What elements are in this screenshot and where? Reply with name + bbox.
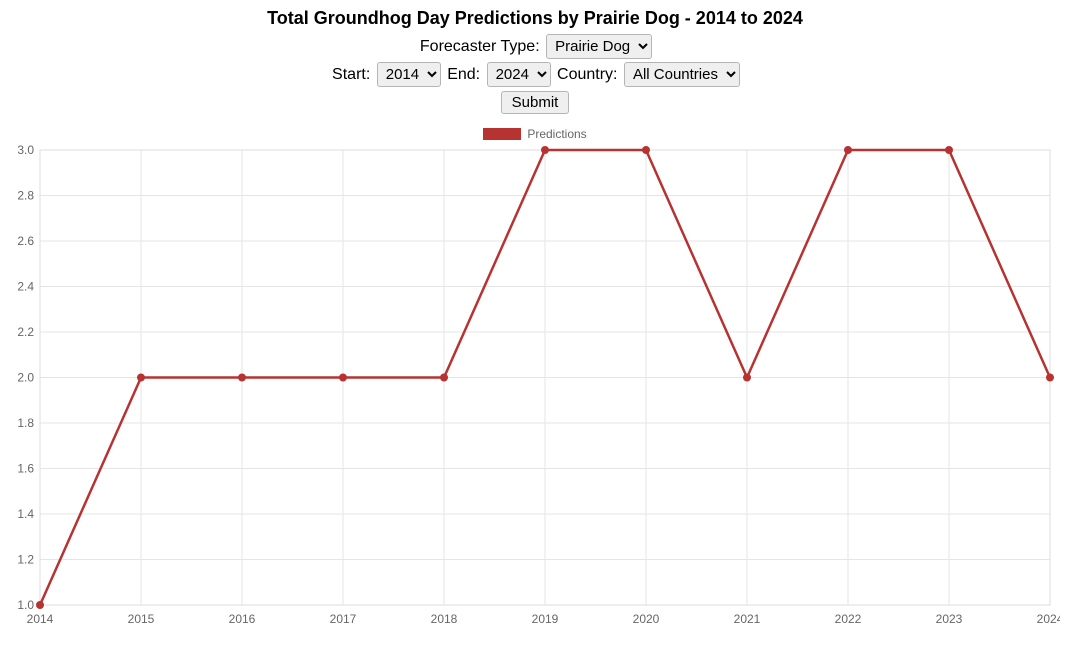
- svg-text:2023: 2023: [936, 612, 963, 626]
- chart-area: Predictions 1.0 1.2 1.4 1.6 1.8 2.0 2.2 2.4 2.6 2…: [12, 127, 1058, 635]
- chart-legend: Predictions: [12, 127, 1058, 141]
- svg-text:2016: 2016: [229, 612, 256, 626]
- svg-text:1.4: 1.4: [17, 507, 34, 521]
- country-select[interactable]: All Countries: [624, 62, 740, 87]
- end-label: End:: [447, 66, 480, 83]
- country-label: Country:: [557, 66, 617, 83]
- page-title: Total Groundhog Day Predictions by Prair…: [12, 8, 1058, 29]
- svg-text:1.8: 1.8: [17, 416, 34, 430]
- svg-text:1.0: 1.0: [17, 598, 34, 612]
- end-year-select[interactable]: 2024: [487, 62, 551, 87]
- start-label: Start:: [332, 66, 370, 83]
- svg-text:3.0: 3.0: [17, 145, 34, 157]
- svg-text:2.6: 2.6: [17, 234, 34, 248]
- svg-text:2.4: 2.4: [17, 280, 34, 294]
- svg-text:2.0: 2.0: [17, 371, 34, 385]
- legend-series-label: Predictions: [527, 127, 586, 141]
- line-chart: 1.0 1.2 1.4 1.6 1.8 2.0 2.2 2.4 2.6 2.8 3.0 2014 201…: [12, 145, 1060, 630]
- svg-text:2024: 2024: [1037, 612, 1060, 626]
- start-year-select[interactable]: 2014: [377, 62, 441, 87]
- svg-text:2017: 2017: [330, 612, 357, 626]
- svg-text:2018: 2018: [431, 612, 458, 626]
- forecaster-type-label: Forecaster Type:: [420, 38, 540, 55]
- controls-bar: Forecaster Type: Prairie Dog Start: 2014…: [12, 33, 1058, 117]
- svg-text:2015: 2015: [128, 612, 155, 626]
- svg-text:2.2: 2.2: [17, 325, 34, 339]
- forecaster-type-select[interactable]: Prairie Dog: [546, 34, 652, 59]
- svg-text:2021: 2021: [734, 612, 761, 626]
- svg-text:2022: 2022: [835, 612, 862, 626]
- legend-swatch: [483, 128, 521, 140]
- submit-button[interactable]: Submit: [501, 91, 570, 114]
- svg-text:1.6: 1.6: [17, 462, 34, 476]
- svg-text:1.2: 1.2: [17, 553, 34, 567]
- svg-text:2020: 2020: [633, 612, 660, 626]
- svg-text:2019: 2019: [532, 612, 559, 626]
- svg-text:2.8: 2.8: [17, 189, 34, 203]
- svg-text:2014: 2014: [27, 612, 54, 626]
